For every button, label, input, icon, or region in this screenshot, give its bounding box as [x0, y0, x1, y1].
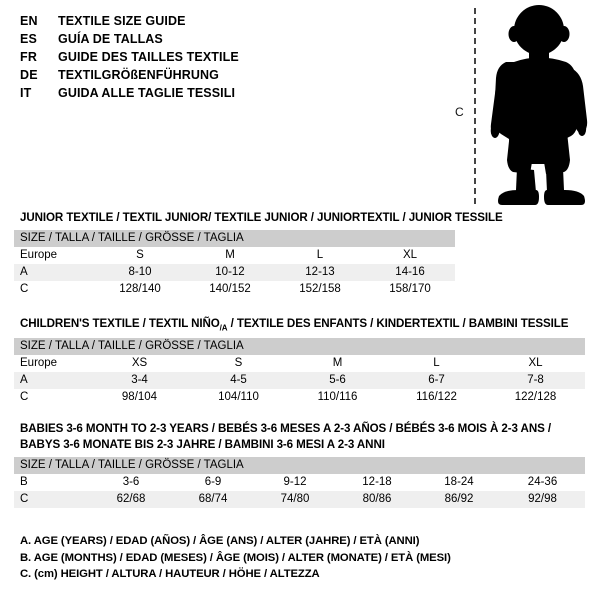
size-band-label: SIZE / TALLA / TAILLE / GRÖSSE / TAGLIA [14, 230, 456, 247]
language-row: IT GUIDA ALLE TAGLIE TESSILI [20, 84, 440, 102]
language-title: GUIDE DES TAILLES TEXTILE [58, 50, 239, 64]
table-cell: 3-6 [90, 474, 172, 491]
children-heading-sub: /A [219, 323, 228, 333]
row-label: B [14, 474, 90, 491]
row-label: A [14, 264, 95, 281]
height-dashed-line [474, 8, 476, 204]
table-cell: 4-5 [189, 372, 288, 390]
language-row: EN TEXTILE SIZE GUIDE [20, 12, 440, 30]
table-cell: L [387, 355, 486, 373]
babies-section-heading-line1: BABIES 3-6 MONTH TO 2-3 YEARS / BEBÉS 3-… [20, 422, 551, 435]
size-band-label: SIZE / TALLA / TAILLE / GRÖSSE / TAGLIA [14, 457, 586, 474]
height-measure-figure: C [440, 0, 600, 212]
table-cell: S [189, 355, 288, 373]
language-code: FR [20, 50, 38, 64]
table-cell: XL [486, 355, 586, 373]
row-label: C [14, 491, 90, 508]
table-cell: 12-13 [275, 264, 365, 281]
table-cell: 18-24 [418, 474, 500, 491]
table-cell: M [288, 355, 387, 373]
babies-textile-section: BABIES 3-6 MONTH TO 2-3 YEARS / BEBÉS 3-… [0, 422, 600, 508]
language-title: TEXTILE SIZE GUIDE [58, 14, 186, 28]
junior-textile-section: JUNIOR TEXTILE / TEXTIL JUNIOR/ TEXTILE … [0, 211, 600, 298]
language-code: DE [20, 68, 38, 82]
table-row: Europe XS S M L XL [14, 355, 586, 373]
row-label: C [14, 389, 90, 407]
row-label: A [14, 372, 90, 390]
table-cell: 116/122 [387, 389, 486, 407]
table-cell: 140/152 [185, 281, 275, 298]
language-title-block: EN TEXTILE SIZE GUIDE ES GUÍA DE TALLAS … [20, 12, 440, 102]
language-row: FR GUIDE DES TAILLES TEXTILE [20, 48, 440, 66]
table-band-row: SIZE / TALLA / TAILLE / GRÖSSE / TAGLIA [14, 230, 456, 247]
table-cell: 12-18 [336, 474, 418, 491]
table-cell: XS [90, 355, 189, 373]
language-title: GUÍA DE TALLAS [58, 32, 163, 46]
table-cell: S [95, 247, 185, 264]
table-cell: 152/158 [275, 281, 365, 298]
junior-size-table: SIZE / TALLA / TAILLE / GRÖSSE / TAGLIA … [14, 230, 456, 298]
table-cell: 98/104 [90, 389, 189, 407]
table-cell: 128/140 [95, 281, 185, 298]
table-row: C 128/140 140/152 152/158 158/170 [14, 281, 456, 298]
children-section-heading: CHILDREN'S TEXTILE / TEXTIL NIÑO/A / TEX… [20, 317, 600, 332]
table-cell: 158/170 [365, 281, 456, 298]
row-label: Europe [14, 247, 95, 264]
table-cell: 86/92 [418, 491, 500, 508]
table-cell: 6-9 [172, 474, 254, 491]
table-cell: 62/68 [90, 491, 172, 508]
children-size-table: SIZE / TALLA / TAILLE / GRÖSSE / TAGLIA … [14, 338, 586, 407]
table-row: C 98/104 104/110 110/116 116/122 122/128 [14, 389, 586, 407]
measure-label-c: C [455, 105, 464, 119]
table-cell: 6-7 [387, 372, 486, 390]
table-band-row: SIZE / TALLA / TAILLE / GRÖSSE / TAGLIA [14, 457, 586, 474]
table-cell: 92/98 [500, 491, 586, 508]
children-heading-pre: CHILDREN'S TEXTILE / TEXTIL NIÑO [20, 317, 220, 330]
size-band-label: SIZE / TALLA / TAILLE / GRÖSSE / TAGLIA [14, 338, 586, 356]
toddler-silhouette-icon [484, 4, 594, 214]
table-cell: 24-36 [500, 474, 586, 491]
language-code: ES [20, 32, 38, 46]
table-cell: 8-10 [95, 264, 185, 281]
table-cell: 5-6 [288, 372, 387, 390]
table-cell: M [185, 247, 275, 264]
table-row: B 3-6 6-9 9-12 12-18 18-24 24-36 [14, 474, 586, 491]
table-cell: 9-12 [254, 474, 336, 491]
children-textile-section: CHILDREN'S TEXTILE / TEXTIL NIÑO/A / TEX… [0, 317, 600, 407]
table-cell: 110/116 [288, 389, 387, 407]
language-code: IT [20, 86, 32, 100]
table-cell: 68/74 [172, 491, 254, 508]
table-band-row: SIZE / TALLA / TAILLE / GRÖSSE / TAGLIA [14, 338, 586, 356]
table-row: C 62/68 68/74 74/80 80/86 86/92 92/98 [14, 491, 586, 508]
babies-size-table: SIZE / TALLA / TAILLE / GRÖSSE / TAGLIA … [14, 457, 586, 508]
table-cell: 80/86 [336, 491, 418, 508]
language-title: GUIDA ALLE TAGLIE TESSILI [58, 86, 236, 100]
table-row: A 3-4 4-5 5-6 6-7 7-8 [14, 372, 586, 390]
table-cell: 7-8 [486, 372, 586, 390]
language-code: EN [20, 14, 38, 28]
table-cell: 122/128 [486, 389, 586, 407]
legend-item-c: C. (cm) HEIGHT / ALTURA / HAUTEUR / HÖHE… [20, 568, 320, 580]
junior-section-heading: JUNIOR TEXTILE / TEXTIL JUNIOR/ TEXTILE … [20, 211, 503, 224]
table-cell: 14-16 [365, 264, 456, 281]
legend-item-a: A. AGE (YEARS) / EDAD (AÑOS) / ÂGE (ANS)… [20, 535, 420, 547]
legend-item-b: B. AGE (MONTHS) / EDAD (MESES) / ÂGE (MO… [20, 551, 451, 564]
measurement-legend: A. AGE (YEARS) / EDAD (AÑOS) / ÂGE (ANS)… [20, 533, 451, 583]
language-row: DE TEXTILGRÖßENFÜHRUNG [20, 66, 440, 84]
table-cell: 74/80 [254, 491, 336, 508]
table-cell: 104/110 [189, 389, 288, 407]
table-row: A 8-10 10-12 12-13 14-16 [14, 264, 456, 281]
table-cell: 3-4 [90, 372, 189, 390]
table-cell: L [275, 247, 365, 264]
table-cell: XL [365, 247, 456, 264]
children-heading-post: / TEXTILE DES ENFANTS / KINDERTEXTIL / B… [227, 317, 569, 330]
row-label: C [14, 281, 95, 298]
language-row: ES GUÍA DE TALLAS [20, 30, 440, 48]
table-row: Europe S M L XL [14, 247, 456, 264]
babies-section-heading-line2: BABYS 3-6 MONATE BIS 2-3 JAHRE / BAMBINI… [20, 438, 385, 451]
language-title: TEXTILGRÖßENFÜHRUNG [58, 68, 219, 82]
table-cell: 10-12 [185, 264, 275, 281]
row-label: Europe [14, 355, 90, 373]
